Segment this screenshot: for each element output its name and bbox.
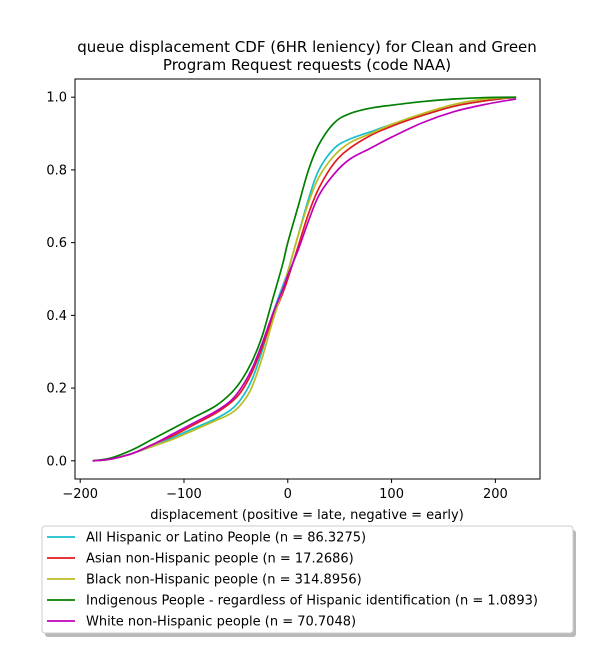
legend-label-2: Black non-Hispanic people (n = 314.8956) <box>86 573 362 588</box>
chart-title-line-1: queue displacement CDF (6HR leniency) fo… <box>77 38 537 56</box>
plot-frame <box>74 78 541 480</box>
legend: All Hispanic or Latino People (n = 86.32… <box>41 525 576 637</box>
legend-label-3: Indigenous People - regardless of Hispan… <box>86 594 538 609</box>
legend-label-1: Asian non-Hispanic people (n = 17.2686) <box>86 552 354 567</box>
series-layer <box>92 96 517 462</box>
y-tick-label: 0.8 <box>46 163 67 178</box>
series-line-0 <box>92 96 517 462</box>
y-tick-label: 0.6 <box>46 236 67 251</box>
y-tick-label: 0.4 <box>46 309 67 324</box>
legend-label-0: All Hispanic or Latino People (n = 86.32… <box>86 531 366 546</box>
legend-label-4: White non-Hispanic people (n = 70.7048) <box>86 615 356 630</box>
series-line-1 <box>92 96 517 462</box>
legend-box <box>41 525 574 634</box>
x-axis-label: displacement (positive = late, negative … <box>150 508 464 523</box>
x-axis: −200 −100 0 100 200 <box>62 479 508 502</box>
y-tick-label: 0.0 <box>46 454 67 469</box>
x-tick-label: −200 <box>62 487 98 502</box>
legend-items: All Hispanic or Latino People (n = 86.32… <box>47 531 538 630</box>
series-line-4 <box>92 98 517 462</box>
y-tick-label: 1.0 <box>46 91 67 106</box>
x-tick-label: 0 <box>284 487 292 502</box>
series-line-3 <box>92 96 517 462</box>
x-tick-label: 200 <box>483 487 508 502</box>
x-tick-label: −100 <box>166 487 202 502</box>
x-tick-label: 100 <box>379 487 404 502</box>
series-line-2 <box>92 96 517 462</box>
chart-title-line-2: Program Request requests (code NAA) <box>163 56 451 74</box>
y-tick-label: 0.2 <box>46 382 67 397</box>
y-axis: 0.0 0.2 0.4 0.6 0.8 1.0 <box>46 91 75 469</box>
